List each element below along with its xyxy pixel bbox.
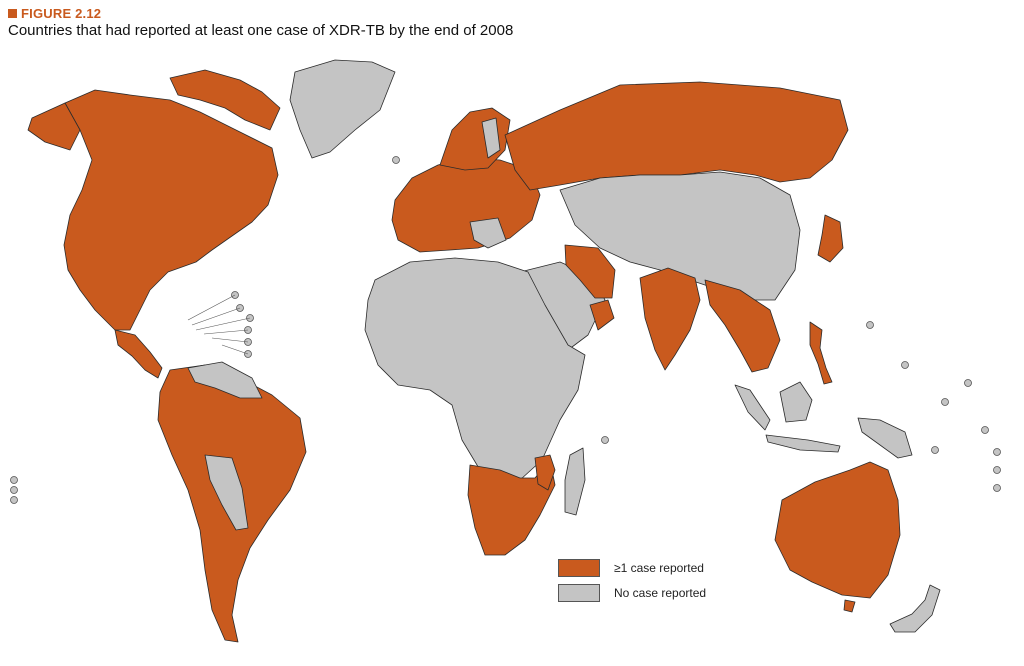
island-marker (866, 321, 874, 329)
region-new-zealand (889, 584, 941, 633)
region-central-east-asia (559, 171, 801, 301)
figure-header: FIGURE 2.12 Countries that had reported … (8, 6, 513, 39)
region-venezuela-guianas (187, 361, 263, 399)
region-mozambique (534, 454, 556, 491)
region-southern-africa (467, 459, 556, 556)
legend-label-not-reported: No case reported (614, 585, 707, 600)
island-marker (901, 361, 909, 369)
region-borneo (779, 381, 813, 423)
region-russia (504, 81, 849, 191)
region-alaska (27, 102, 81, 151)
island-marker (981, 426, 989, 434)
island-marker (993, 448, 1001, 456)
region-africa (364, 257, 586, 481)
island-marker (392, 156, 400, 164)
island-marker (964, 379, 972, 387)
region-canada-islands (169, 69, 281, 131)
region-tasmania (843, 599, 856, 613)
region-madagascar (564, 447, 586, 516)
region-new-guinea (857, 417, 913, 459)
region-central-america (114, 329, 163, 379)
island-marker (10, 486, 18, 494)
island-leader-lines (187, 294, 251, 355)
region-greenland (289, 59, 396, 159)
region-iran (564, 244, 616, 299)
region-southeast-asia (704, 279, 781, 373)
region-north-america (63, 89, 279, 331)
legend-item-not-reported: No case reported (558, 580, 706, 605)
figure-number: FIGURE 2.12 (21, 6, 102, 21)
island-marker (931, 446, 939, 454)
figure-label: FIGURE 2.12 (8, 6, 513, 21)
region-india (639, 267, 701, 371)
region-australia (774, 461, 901, 599)
island-marker (993, 484, 1001, 492)
figure-title: Countries that had reported at least one… (8, 22, 514, 39)
region-java (765, 434, 841, 453)
region-japan (817, 214, 844, 263)
region-balkans (469, 217, 507, 249)
island-marker (10, 496, 18, 504)
island-marker (941, 398, 949, 406)
island-marker (993, 466, 1001, 474)
region-finland-part (481, 117, 501, 159)
legend-swatch-reported (558, 558, 600, 577)
legend-item-reported: ≥1 case reported (558, 555, 706, 580)
island-marker (601, 436, 609, 444)
legend-label-reported: ≥1 case reported (614, 560, 704, 575)
region-bolivia-paraguay (204, 454, 249, 531)
figure-square-icon (8, 9, 17, 18)
legend: ≥1 case reported No case reported (558, 555, 706, 605)
legend-swatch-not-reported (558, 583, 600, 602)
region-oman (589, 299, 615, 331)
region-philippines (809, 321, 833, 385)
island-marker (10, 476, 18, 484)
region-sumatra (734, 384, 771, 431)
